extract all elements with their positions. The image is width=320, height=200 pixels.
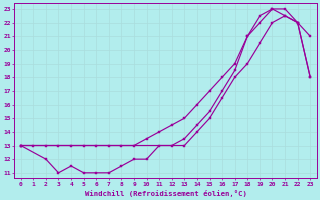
X-axis label: Windchill (Refroidissement éolien,°C): Windchill (Refroidissement éolien,°C) — [84, 190, 246, 197]
